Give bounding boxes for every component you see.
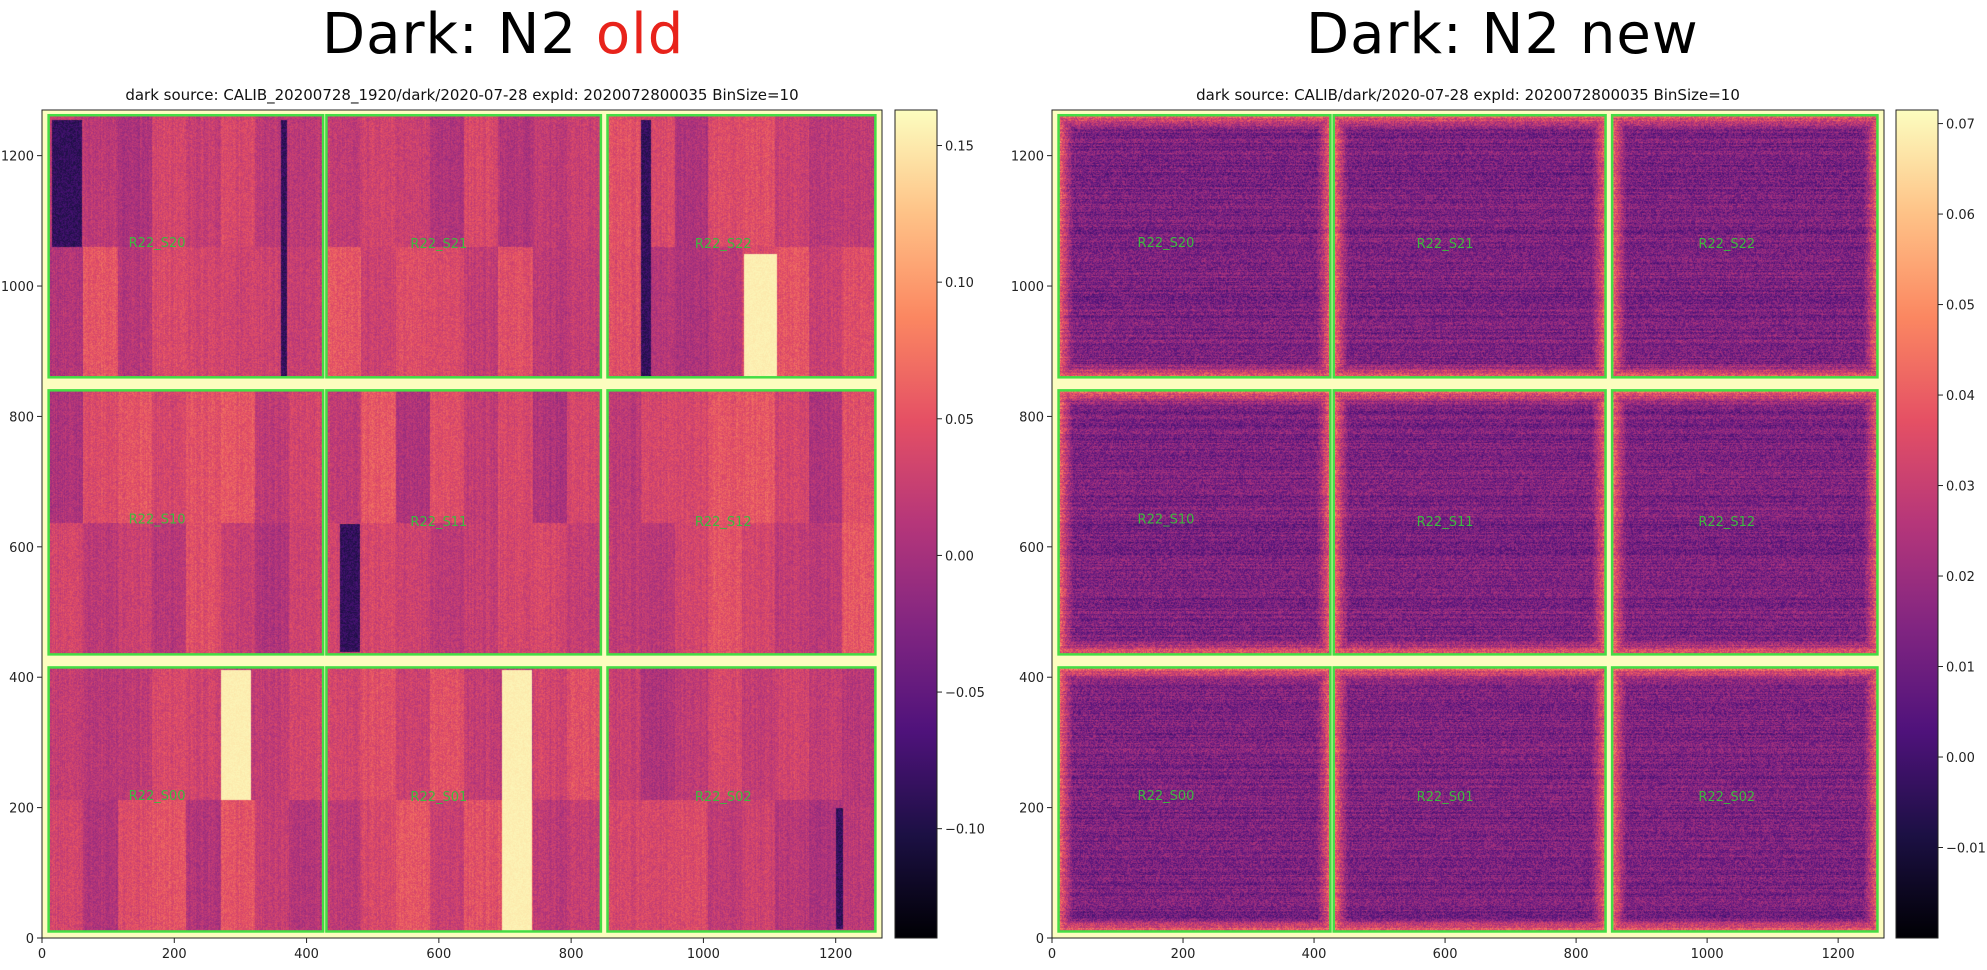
sensor-outline <box>1332 389 1607 656</box>
sensor-outline <box>47 666 325 933</box>
sensor-label: R22_S12 <box>1698 515 1755 530</box>
x-tick-label: 400 <box>1302 947 1327 962</box>
colorbar <box>1895 109 1939 939</box>
heading-old: Dark: N2 old <box>322 2 685 67</box>
colorbar-tick-label: 0.05 <box>945 413 974 428</box>
colorbar-tick-label: 0.01 <box>1946 661 1975 676</box>
sensor-outline <box>606 389 877 656</box>
sensor-label: R22_S11 <box>410 515 467 530</box>
chart-panel-0: dark source: CALIB_20200728_1920/dark/20… <box>1 86 985 962</box>
sensor-label: R22_S10 <box>1138 512 1195 527</box>
sensor-outline <box>325 113 603 379</box>
y-tick-label: 1200 <box>1011 150 1044 165</box>
y-tick-label: 800 <box>1019 410 1044 425</box>
colorbar-tick-label: 0.07 <box>1946 118 1975 133</box>
colorbar-tick-label: 0.06 <box>1946 208 1975 223</box>
x-tick-label: 0 <box>38 947 46 962</box>
x-tick-label: 1200 <box>819 947 852 962</box>
colorbar-tick-label: −0.01 <box>1946 842 1986 857</box>
sensor-label: R22_S01 <box>1417 790 1474 805</box>
colorbar-tick-label: 0.02 <box>1946 570 1975 585</box>
sensor-outline <box>325 389 603 656</box>
x-tick-label: 600 <box>426 947 451 962</box>
colorbar-tick-label: 0.00 <box>945 549 974 564</box>
sensor-outline <box>47 389 325 656</box>
y-tick-label: 1000 <box>1 280 34 295</box>
x-tick-label: 400 <box>294 947 319 962</box>
sensor-outline <box>1057 389 1332 656</box>
x-tick-label: 800 <box>559 947 584 962</box>
x-tick-label: 600 <box>1433 947 1458 962</box>
y-tick-label: 0 <box>1036 932 1044 947</box>
colorbar-tick-label: 0.00 <box>1946 751 1975 766</box>
heading-new: Dark: N2 new <box>1306 2 1699 67</box>
sensor-label: R22_S20 <box>129 236 186 251</box>
y-tick-label: 400 <box>1019 671 1044 686</box>
sensor-label: R22_S02 <box>1698 790 1755 805</box>
sensor-outline <box>1610 113 1879 379</box>
y-tick-label: 600 <box>9 541 34 556</box>
y-tick-label: 0 <box>26 932 34 947</box>
sensor-label: R22_S12 <box>695 515 752 530</box>
x-tick-label: 200 <box>1171 947 1196 962</box>
axes-frame <box>1051 109 1885 939</box>
colorbar <box>894 109 938 939</box>
sensor-label: R22_S00 <box>1138 789 1195 804</box>
sensor-label: R22_S20 <box>1138 236 1195 251</box>
heatmap-image <box>42 110 882 938</box>
sensor-outline <box>325 666 603 933</box>
x-tick-label: 1200 <box>1822 947 1855 962</box>
x-tick-label: 200 <box>162 947 187 962</box>
colorbar-tick-label: 0.04 <box>1946 389 1975 404</box>
colorbar-tick-label: −0.05 <box>945 686 985 701</box>
sensor-label: R22_S22 <box>695 237 752 252</box>
sensor-outline <box>47 113 325 379</box>
sensor-outline <box>1610 389 1879 656</box>
sensor-label: R22_S02 <box>695 790 752 805</box>
y-tick-label: 400 <box>9 671 34 686</box>
colorbar-tick-label: 0.03 <box>1946 480 1975 495</box>
x-tick-label: 1000 <box>687 947 720 962</box>
sensor-label: R22_S01 <box>410 790 467 805</box>
chart-panel-1: dark source: CALIB/dark/2020-07-28 expId… <box>1011 86 1986 962</box>
colorbar-tick-label: 0.10 <box>945 276 974 291</box>
chart-title: dark source: CALIB/dark/2020-07-28 expId… <box>1196 86 1740 104</box>
colorbar-tick-label: 0.15 <box>945 140 974 155</box>
sensor-label: R22_S10 <box>129 512 186 527</box>
y-tick-label: 200 <box>1019 802 1044 817</box>
axes-frame <box>41 109 883 939</box>
y-tick-label: 1000 <box>1011 280 1044 295</box>
heading-new-highlight: new <box>1579 2 1699 67</box>
colorbar-tick-label: −0.10 <box>945 823 985 838</box>
heatmap-image <box>1052 110 1884 938</box>
sensor-label: R22_S21 <box>410 237 467 252</box>
sensor-outline <box>1057 666 1332 933</box>
colorbar-tick-label: 0.05 <box>1946 299 1975 314</box>
x-tick-label: 1000 <box>1691 947 1724 962</box>
sensor-label: R22_S22 <box>1698 237 1755 252</box>
sensor-outline <box>1332 666 1607 933</box>
sensor-label: R22_S11 <box>1417 515 1474 530</box>
chart-title: dark source: CALIB_20200728_1920/dark/20… <box>125 86 798 105</box>
y-tick-label: 600 <box>1019 541 1044 556</box>
sensor-outline <box>1610 666 1879 933</box>
sensor-outline <box>606 113 877 379</box>
sensor-label: R22_S00 <box>129 789 186 804</box>
y-tick-label: 200 <box>9 802 34 817</box>
sensor-outline <box>1332 113 1607 379</box>
sensor-outline <box>606 666 877 933</box>
sensor-outline <box>1057 113 1332 379</box>
heading-old-highlight: old <box>595 2 685 67</box>
y-tick-label: 1200 <box>1 150 34 165</box>
x-tick-label: 800 <box>1564 947 1589 962</box>
x-tick-label: 0 <box>1048 947 1056 962</box>
y-tick-label: 800 <box>9 410 34 425</box>
sensor-label: R22_S21 <box>1417 237 1474 252</box>
